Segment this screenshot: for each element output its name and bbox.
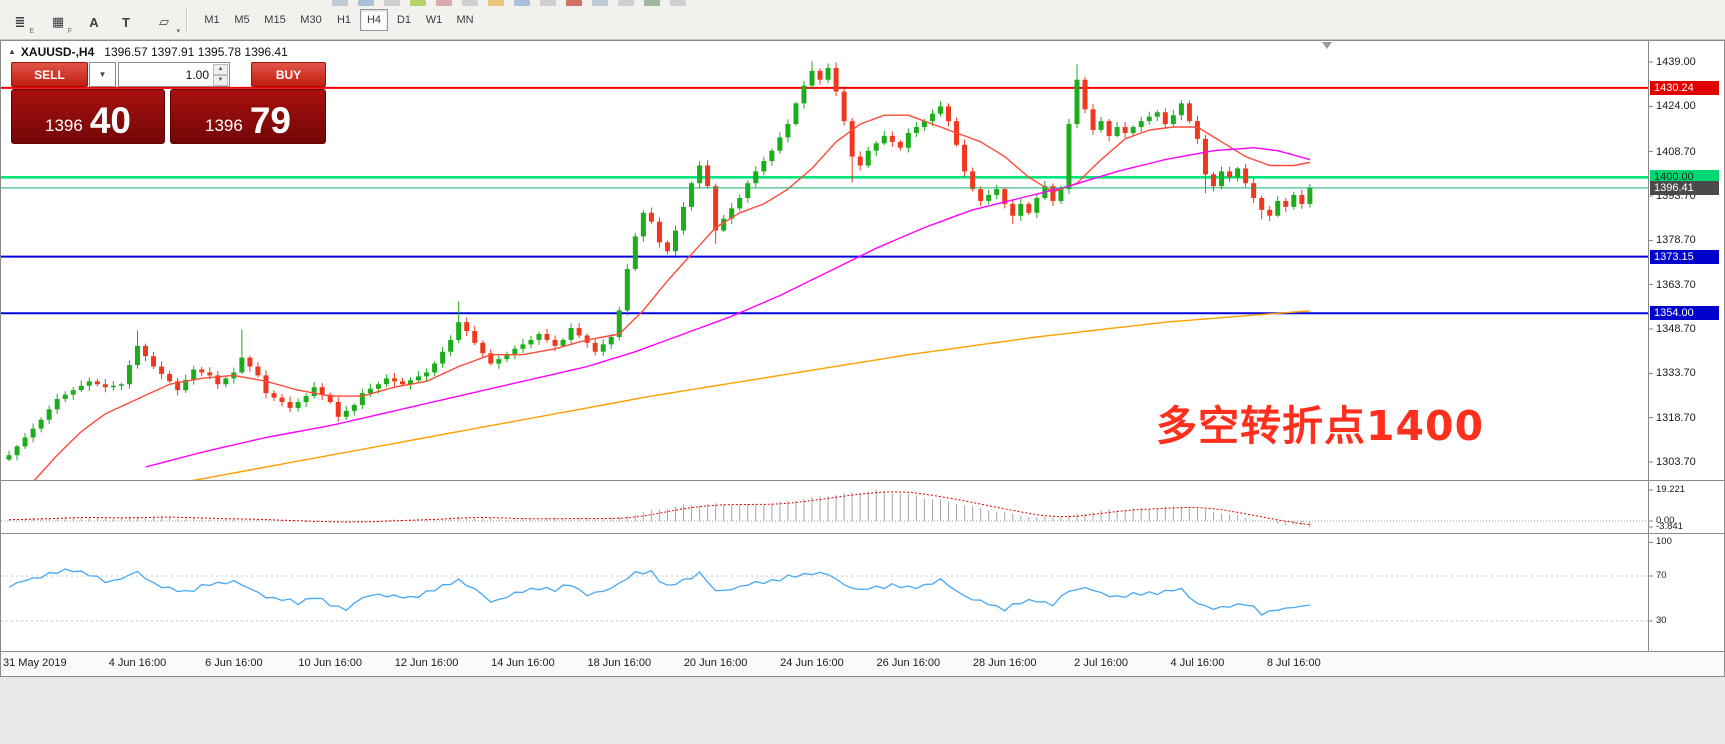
chart-symbol: XAUUSD-,H4 [20, 45, 95, 59]
clipped-toolbar-icon[interactable] [644, 0, 660, 6]
stepper-up-icon[interactable]: ▲ [213, 64, 228, 75]
chart-ohlc-header: ▲ XAUUSD-,H4 1396.57 1397.91 1395.78 1396.… [8, 45, 288, 59]
clipped-toolbar-icon[interactable] [436, 0, 452, 6]
chart-annotation-text: 多空转折点1400 [1156, 402, 1485, 450]
clipped-toolbar-icon[interactable] [514, 0, 530, 6]
collapse-icon[interactable]: ▲ [8, 47, 16, 56]
stepper-down-icon[interactable]: ▼ [213, 75, 228, 86]
chevron-down-icon: ▼ [98, 70, 107, 79]
clipped-toolbar-icon[interactable] [462, 0, 478, 6]
text-label-tool-icon[interactable]: A [89, 14, 99, 30]
template-tool-icon[interactable]: ▦ F [51, 14, 72, 35]
order-type-dropdown[interactable]: ▼ [89, 62, 116, 87]
clipped-toolbar-icon[interactable] [540, 0, 556, 6]
timeframe-button-H1[interactable]: H1 [336, 14, 352, 26]
sell-quote-display: 1396 40 [11, 89, 165, 144]
volume-stepper[interactable]: ▲ ▼ [213, 64, 228, 86]
clipped-toolbar-icon[interactable] [358, 0, 374, 6]
clipped-toolbar-icon[interactable] [410, 0, 426, 6]
volume-field-wrap: ▲ ▼ [118, 62, 230, 87]
clipped-toolbar-icon[interactable] [566, 0, 582, 6]
clipped-toolbar-icon[interactable] [332, 0, 348, 6]
clipped-toolbar-icon[interactable] [488, 0, 504, 6]
timeframe-button-MN[interactable]: MN [456, 14, 474, 26]
buy-button[interactable]: BUY [251, 62, 326, 87]
timeframe-button-H4[interactable]: H4 [360, 9, 388, 31]
clipped-toolbar-icon[interactable] [670, 0, 686, 6]
sell-button[interactable]: SELL [11, 62, 88, 87]
chart-ohlc-values: 1396.57 1397.91 1395.78 1396.41 [104, 45, 288, 59]
timeframe-button-D1[interactable]: D1 [396, 14, 412, 26]
toolbar: ≣ E ▦ F A T ▱ ▾ M1 M5 M15 M30 H1 H4 D1 W1 MN [0, 0, 1725, 40]
timeframe-button-M1[interactable]: M1 [204, 14, 220, 26]
clipped-toolbar-icon[interactable] [384, 0, 400, 6]
clipped-toolbar-icon[interactable] [618, 0, 634, 6]
buy-quote-display: 1396 79 [170, 89, 326, 144]
shapes-tool-icon[interactable]: ▱ ▾ [159, 14, 180, 35]
text-tool-icon[interactable]: T [122, 14, 130, 30]
toolbar-separator [186, 8, 188, 32]
clipped-toolbar-icon[interactable] [592, 0, 608, 6]
timeframe-button-M30[interactable]: M30 [300, 14, 322, 26]
scroll-to-end-marker[interactable] [1322, 42, 1332, 49]
sell-price-big: 40 [89, 99, 131, 141]
sell-price-small: 1396 [45, 116, 83, 136]
timeframe-button-M15[interactable]: M15 [264, 14, 286, 26]
indicators-tool-icon[interactable]: ≣ E [14, 14, 34, 35]
timeframe-button-M5[interactable]: M5 [234, 14, 250, 26]
timeframe-button-W1[interactable]: W1 [425, 14, 443, 26]
buy-price-small: 1396 [205, 116, 243, 136]
time-axis-strip [1, 652, 1724, 676]
buy-price-big: 79 [249, 99, 291, 141]
